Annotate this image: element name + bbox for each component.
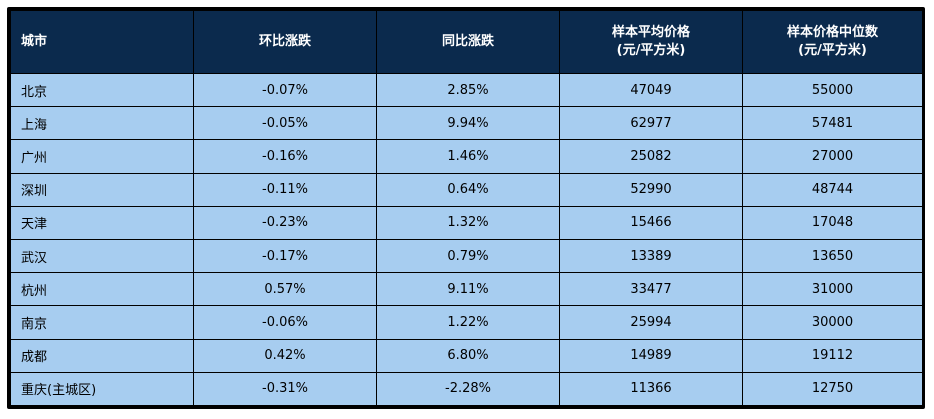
city-cell: 广州 [10, 139, 194, 174]
yoy-change-cell: 9.94% [376, 106, 560, 141]
city-cell: 重庆(主城区) [10, 371, 194, 407]
table-row: 重庆(主城区) -0.31% -2.28% 11366 12750 [10, 371, 923, 407]
header-average-price-unit: (元/平方米) [616, 43, 686, 58]
city-cell: 武汉 [10, 238, 194, 274]
header-median-price-label: 样本价格中位数 [786, 25, 878, 40]
average-price-cell: 13389 [559, 238, 743, 274]
housing-price-table: 城市 环比涨跌 同比涨跌 样本平均价格 (元/平方米) 样本价格中位数 (元/平… [10, 10, 923, 407]
median-price-cell: 27000 [742, 139, 923, 174]
median-price-cell: 57481 [742, 106, 923, 141]
average-price-cell: 14989 [559, 338, 743, 373]
city-cell: 深圳 [10, 172, 194, 207]
mom-change-cell: -0.06% [193, 305, 377, 340]
yoy-change-cell: 0.79% [376, 238, 560, 274]
mom-change-cell: -0.11% [193, 172, 377, 207]
average-price-cell: 62977 [559, 106, 743, 141]
header-yoy-change-label: 同比涨跌 [441, 34, 494, 49]
median-price-cell: 13650 [742, 238, 923, 274]
table-header-row: 城市 环比涨跌 同比涨跌 样本平均价格 (元/平方米) 样本价格中位数 (元/平… [10, 10, 923, 74]
mom-change-cell: -0.07% [193, 72, 377, 108]
yoy-change-cell: 1.46% [376, 139, 560, 174]
mom-change-cell: -0.17% [193, 238, 377, 274]
city-cell: 杭州 [10, 272, 194, 307]
median-price-cell: 48744 [742, 172, 923, 207]
median-price-cell: 12750 [742, 371, 923, 407]
header-yoy-change: 同比涨跌 [376, 10, 560, 74]
median-price-cell: 19112 [742, 338, 923, 373]
mom-change-cell: -0.16% [193, 139, 377, 174]
median-price-cell: 17048 [742, 205, 923, 240]
city-cell: 上海 [10, 106, 194, 141]
average-price-cell: 11366 [559, 371, 743, 407]
yoy-change-cell: 0.64% [376, 172, 560, 207]
yoy-change-cell: 6.80% [376, 338, 560, 373]
table-row: 上海 -0.05% 9.94% 62977 57481 [10, 106, 923, 141]
median-price-cell: 30000 [742, 305, 923, 340]
table-row: 成都 0.42% 6.80% 14989 19112 [10, 338, 923, 373]
header-median-price: 样本价格中位数 (元/平方米) [742, 10, 923, 74]
yoy-change-cell: -2.28% [376, 371, 560, 407]
average-price-cell: 25994 [559, 305, 743, 340]
header-median-price-unit: (元/平方米) [798, 43, 867, 58]
city-cell: 北京 [10, 72, 194, 108]
header-mom-change-label: 环比涨跌 [258, 34, 311, 49]
yoy-change-cell: 9.11% [376, 272, 560, 307]
table-row: 广州 -0.16% 1.46% 25082 27000 [10, 139, 923, 174]
header-city-label: 城市 [21, 34, 48, 49]
header-city: 城市 [10, 10, 194, 74]
header-average-price: 样本平均价格 (元/平方米) [559, 10, 743, 74]
yoy-change-cell: 1.32% [376, 205, 560, 240]
table-row: 深圳 -0.11% 0.64% 52990 48744 [10, 172, 923, 207]
median-price-cell: 31000 [742, 272, 923, 307]
table-row: 南京 -0.06% 1.22% 25994 30000 [10, 305, 923, 340]
average-price-cell: 25082 [559, 139, 743, 174]
yoy-change-cell: 1.22% [376, 305, 560, 340]
table-row: 天津 -0.23% 1.32% 15466 17048 [10, 205, 923, 240]
table-row: 北京 -0.07% 2.85% 47049 55000 [10, 72, 923, 108]
table-row: 武汉 -0.17% 0.79% 13389 13650 [10, 238, 923, 274]
header-mom-change: 环比涨跌 [193, 10, 377, 74]
yoy-change-cell: 2.85% [376, 72, 560, 108]
mom-change-cell: 0.42% [193, 338, 377, 373]
mom-change-cell: 0.57% [193, 272, 377, 307]
city-cell: 南京 [10, 305, 194, 340]
header-average-price-label: 样本平均价格 [611, 25, 690, 40]
city-cell: 成都 [10, 338, 194, 373]
average-price-cell: 47049 [559, 72, 743, 108]
table-frame: 城市 环比涨跌 同比涨跌 样本平均价格 (元/平方米) 样本价格中位数 (元/平… [7, 7, 925, 409]
mom-change-cell: -0.23% [193, 205, 377, 240]
average-price-cell: 15466 [559, 205, 743, 240]
mom-change-cell: -0.05% [193, 106, 377, 141]
mom-change-cell: -0.31% [193, 371, 377, 407]
table-row: 杭州 0.57% 9.11% 33477 31000 [10, 272, 923, 307]
city-cell: 天津 [10, 205, 194, 240]
average-price-cell: 33477 [559, 272, 743, 307]
average-price-cell: 52990 [559, 172, 743, 207]
median-price-cell: 55000 [742, 72, 923, 108]
